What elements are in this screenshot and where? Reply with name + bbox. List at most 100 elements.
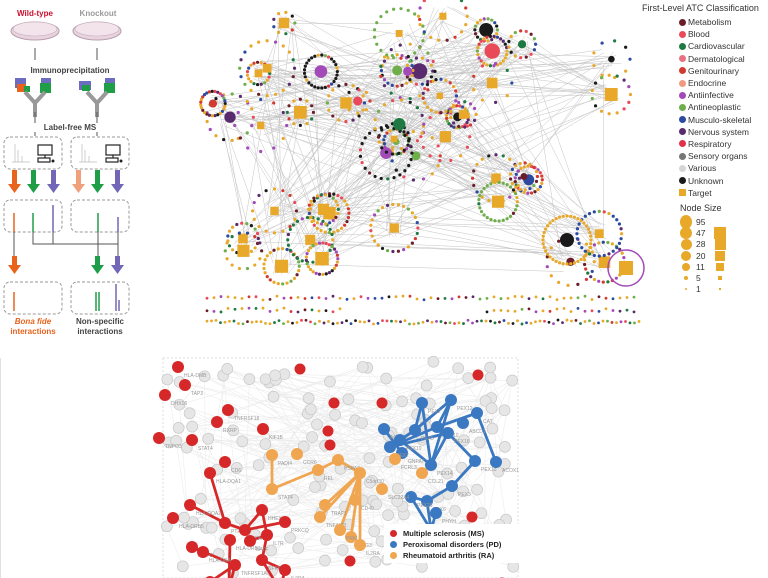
svg-text:DHX16: DHX16: [171, 401, 187, 407]
svg-text:FCRL3: FCRL3: [401, 465, 417, 471]
svg-text:C5orf30: C5orf30: [366, 479, 384, 485]
svg-text:PEX2: PEX2: [428, 409, 441, 415]
size-circle-icon: [682, 262, 690, 271]
svg-text:CCL21: CCL21: [428, 479, 444, 485]
node-size-row: 11: [680, 261, 760, 272]
svg-text:PEX13: PEX13: [481, 467, 497, 473]
left-edge-line: [0, 358, 1, 578]
antibody-icon-knockout: [79, 78, 115, 117]
circle-swatch-icon: [679, 42, 686, 50]
ms-dot-icon: [390, 530, 397, 537]
arrow-icons: [8, 170, 124, 193]
node-size-row: 47: [680, 226, 760, 239]
petri-dish-icon: [10, 21, 122, 41]
legend-item-nervous-system: Nervous system: [679, 126, 768, 138]
svg-text:TNPO3: TNPO3: [165, 444, 182, 450]
non-specific-label-2: interactions: [77, 327, 123, 336]
svg-text:PEX14: PEX14: [437, 471, 453, 477]
non-specific-label-1: Non-specific: [75, 317, 124, 326]
legend-item-ra: Rheumatoid arthritis (RA): [390, 550, 520, 561]
legend-item-target: Target: [679, 187, 768, 199]
svg-text:IL2RA: IL2RA: [366, 551, 381, 557]
legend-item-pd: Peroxisomal disorders (PD): [390, 539, 520, 550]
svg-text:PEX12: PEX12: [457, 406, 473, 412]
legend-item-genitourinary: Genitourinary: [679, 65, 768, 77]
svg-text:HSPA6: HSPA6: [344, 466, 360, 472]
svg-text:CAT: CAT: [483, 419, 493, 425]
size-circle-icon: [680, 226, 692, 239]
svg-text:IL7R: IL7R: [273, 541, 284, 547]
legend-item-antineoplastic: Antineoplastic: [679, 101, 768, 113]
svg-text:REL: REL: [324, 476, 334, 482]
circle-swatch-icon: [679, 140, 686, 148]
legend-item-dermatological: Dermatological: [679, 53, 768, 65]
svg-text:BATF: BATF: [256, 547, 268, 553]
circle-swatch-icon: [679, 67, 686, 75]
svg-text:HLA-DQA1: HLA-DQA1: [216, 479, 241, 485]
svg-text:PEX7: PEX7: [396, 453, 409, 459]
atc-legend-title: First-Level ATC Classification: [642, 3, 759, 13]
size-square-icon: [715, 250, 725, 261]
circle-swatch-icon: [679, 164, 686, 172]
drug-target-network: [199, 0, 645, 326]
immunoprecipitation-label: Immunoprecipitation: [20, 66, 120, 75]
workflow-diagram: Wild-type Knockout: [0, 0, 140, 345]
label-free-ms-label: Label-free MS: [30, 123, 110, 132]
circle-swatch-icon: [679, 30, 686, 38]
legend-item-various: Various: [679, 162, 768, 174]
size-square-icon: [714, 226, 726, 239]
circle-swatch-icon: [679, 91, 686, 99]
legend-item-sensory-organs: Sensory organs: [679, 150, 768, 162]
circle-swatch-icon: [679, 152, 686, 160]
svg-text:HLA-DQA2: HLA-DQA2: [196, 511, 221, 517]
legend-item-musculo-skeletal: Musculo-skeletal: [679, 114, 768, 126]
square-swatch-icon: [679, 189, 686, 197]
circle-swatch-icon: [679, 177, 686, 185]
node-size-row: 1: [680, 284, 760, 295]
svg-text:HLA-DRA: HLA-DRA: [209, 558, 232, 564]
svg-text:STAT4: STAT4: [278, 495, 293, 501]
circle-swatch-icon: [679, 79, 686, 87]
circle-swatch-icon: [679, 103, 686, 111]
svg-text:PEX3: PEX3: [458, 492, 471, 498]
size-circle-icon: [685, 288, 687, 291]
size-square-icon: [719, 288, 721, 291]
disease-legend: Multiple sclerosis (MS) Peroxisomal diso…: [384, 524, 524, 563]
pd-dot-icon: [390, 541, 397, 548]
legend-item-cardiovascular: Cardiovascular: [679, 40, 768, 52]
svg-text:ABCD1: ABCD1: [469, 429, 486, 435]
svg-text:IL2RA: IL2RA: [291, 576, 306, 578]
legend-item-unknown: Unknown: [679, 174, 768, 186]
bona-fide-label-2: interactions: [10, 327, 56, 336]
atc-legend: First-Level ATC Classification Metabolis…: [642, 3, 768, 199]
svg-text:HLA-DRB1: HLA-DRB1: [236, 546, 261, 552]
svg-text:PRKL: PRKL: [346, 536, 359, 542]
svg-text:GNPAT: GNPAT: [408, 459, 424, 465]
svg-text:TNFRSF1A: TNFRSF1A: [241, 571, 268, 577]
svg-text:PEX26: PEX26: [417, 503, 433, 509]
svg-text:RXRP: RXRP: [223, 428, 238, 434]
node-size-legend: Node Size 95 47 28 20 11 5 1: [680, 203, 760, 295]
svg-text:PEX5: PEX5: [421, 436, 434, 442]
svg-text:CD6: CD6: [231, 468, 241, 474]
size-square-icon: [714, 238, 726, 250]
computer-icon: [37, 144, 121, 163]
size-circle-icon: [680, 214, 692, 229]
svg-text:PRKCQ: PRKCQ: [291, 528, 309, 534]
circle-swatch-icon: [679, 128, 686, 136]
node-size-row: 5: [680, 272, 760, 283]
size-square-icon: [716, 262, 724, 271]
svg-text:STAT4: STAT4: [198, 446, 213, 452]
svg-text:PEX19: PEX19: [406, 446, 422, 452]
svg-text:PHYH: PHYH: [442, 519, 456, 525]
antibody-icon-wildtype: [15, 78, 51, 117]
legend-item-antiinfective: Antiinfective: [679, 89, 768, 101]
svg-text:TAP2: TAP2: [191, 391, 203, 397]
circle-swatch-icon: [679, 18, 686, 26]
legend-item-endocrine: Endocrine: [679, 77, 768, 89]
svg-text:HLA-DRB5: HLA-DRB5: [179, 524, 204, 530]
size-circle-icon: [681, 250, 691, 261]
svg-text:TNFRSF18: TNFRSF18: [234, 416, 260, 422]
svg-text:PEX16: PEX16: [454, 439, 470, 445]
wildtype-label: Wild-type: [17, 9, 53, 18]
